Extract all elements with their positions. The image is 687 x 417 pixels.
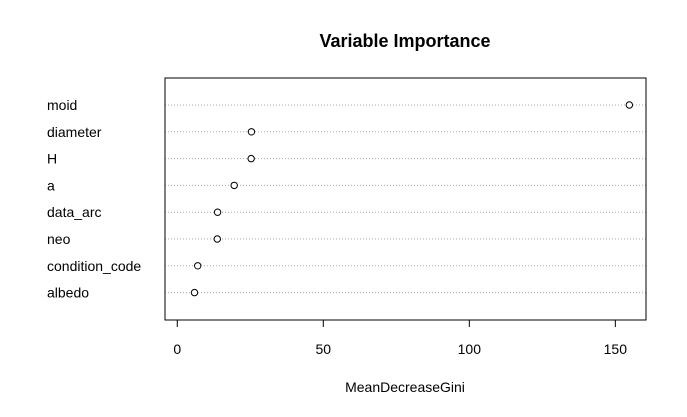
x-axis: 0 50 100 150 xyxy=(173,319,628,357)
x-tick-label: 0 xyxy=(173,341,181,357)
grid-lines xyxy=(165,104,646,294)
chart-title: Variable Importance xyxy=(319,31,490,51)
x-tick-label: 50 xyxy=(315,341,331,357)
data-point-moid xyxy=(625,101,634,109)
data-point-H xyxy=(247,154,255,163)
category-label: albedo xyxy=(47,285,89,301)
x-tick-label: 100 xyxy=(458,341,482,357)
category-label: condition_code xyxy=(47,258,141,274)
data-point-a xyxy=(230,181,238,190)
category-label: neo xyxy=(47,231,71,247)
category-label: H xyxy=(47,151,57,167)
category-label: data_arc xyxy=(47,204,101,220)
data-point-diameter xyxy=(247,128,256,136)
data-point-neo xyxy=(213,235,221,243)
data-point-data-arc xyxy=(213,208,222,216)
category-label: diameter xyxy=(47,124,102,140)
x-axis-label: MeanDecreaseGini xyxy=(345,379,465,395)
data-point-albedo xyxy=(190,288,199,297)
data-points xyxy=(190,101,634,297)
data-point-condition-code xyxy=(194,262,202,270)
plot-frame xyxy=(164,77,647,321)
x-tick-label: 150 xyxy=(604,341,628,357)
category-label: moid xyxy=(47,97,77,113)
category-label: a xyxy=(47,177,55,193)
